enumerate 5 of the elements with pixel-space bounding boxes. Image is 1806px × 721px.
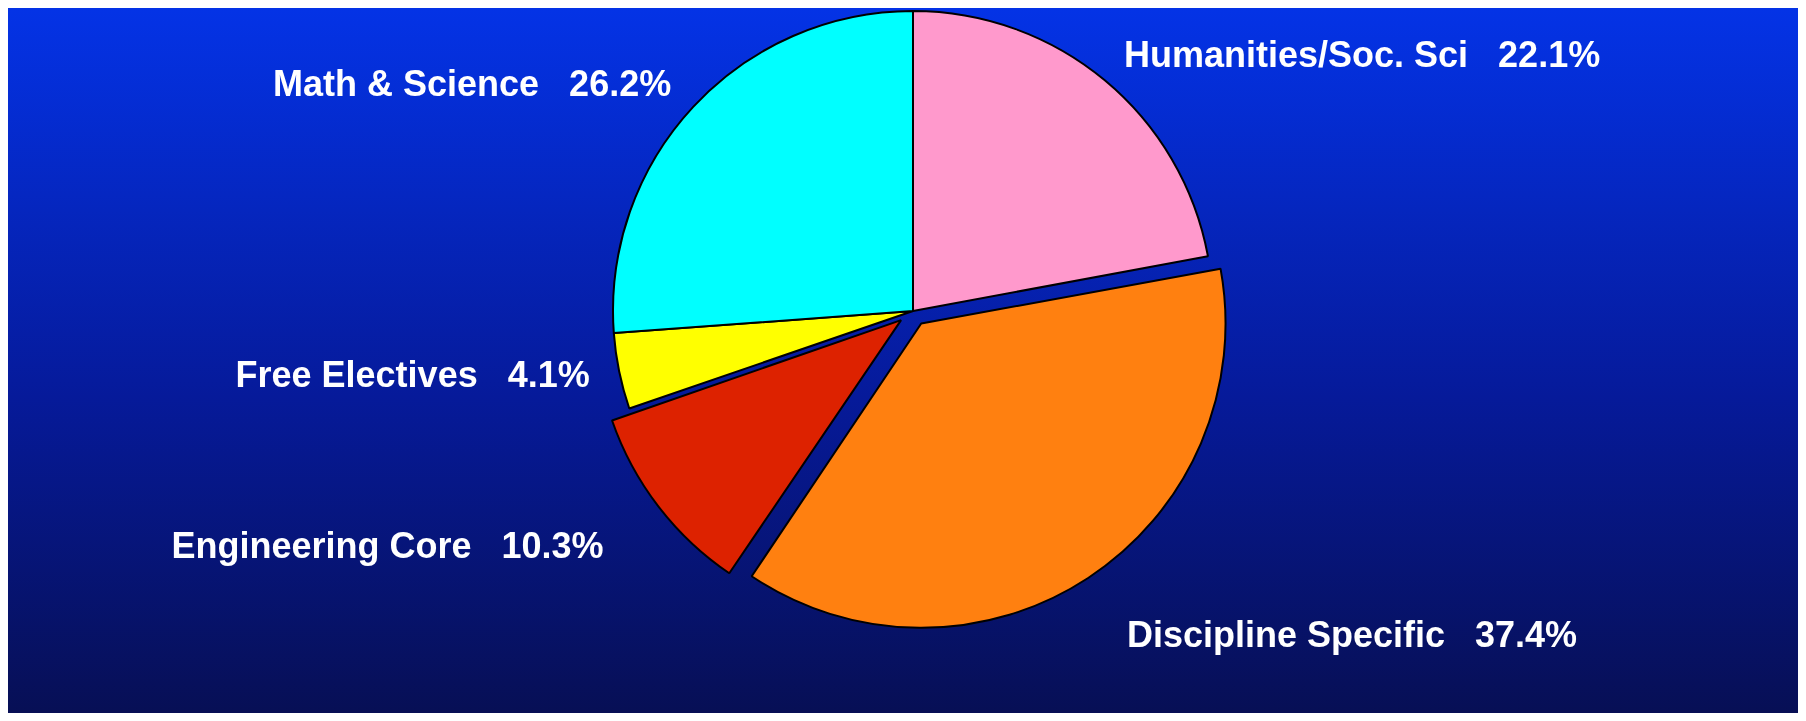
slice-label: Humanities/Soc. Sci 22.1% xyxy=(1123,34,1601,76)
slice-label: Discipline Specific 37.4% xyxy=(1126,614,1578,656)
slice-label: Free Electives 4.1% xyxy=(235,354,590,396)
slice-label: Math & Science 26.2% xyxy=(273,63,672,105)
slice-label: Engineering Core 10.3% xyxy=(171,525,604,567)
